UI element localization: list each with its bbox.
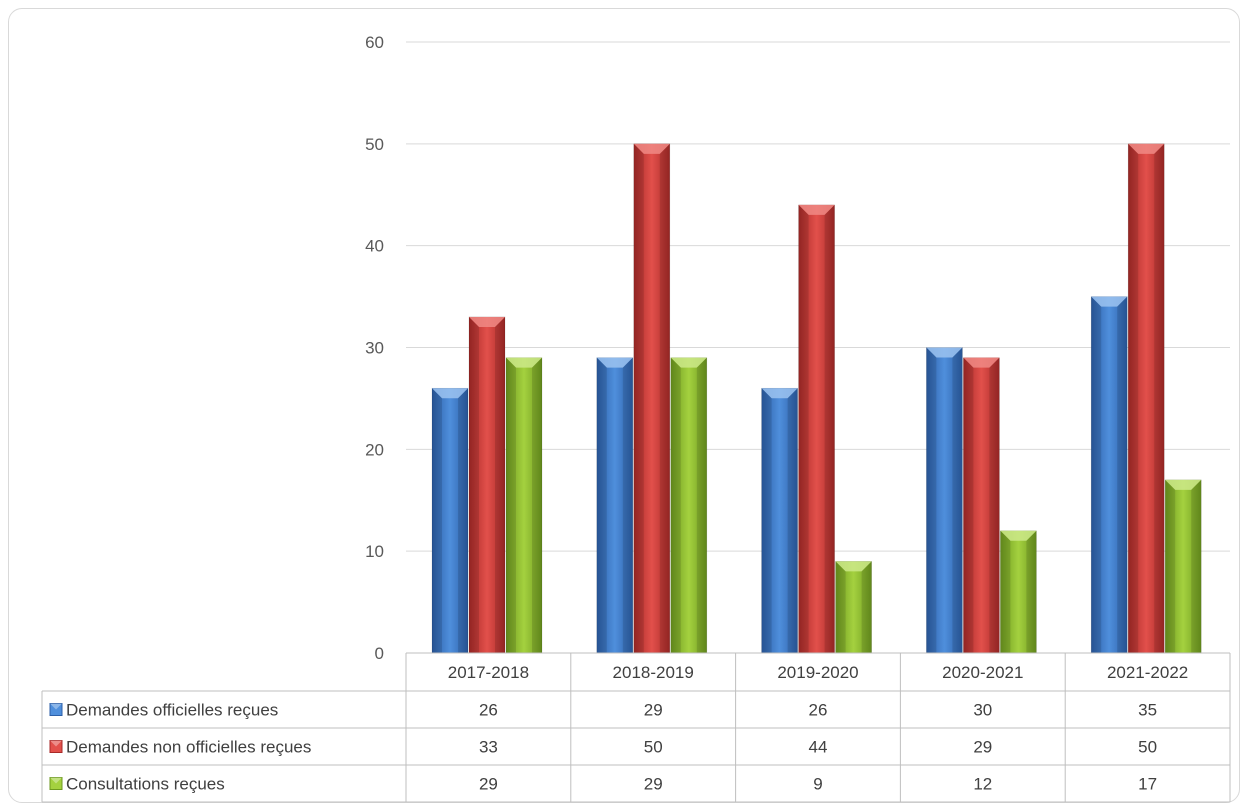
data-table-value: 44 [809, 738, 828, 757]
data-table-value: 35 [1138, 701, 1157, 720]
bar [798, 204, 835, 654]
data-table-value: 12 [973, 775, 992, 794]
data-table-value: 29 [644, 775, 663, 794]
data-table-value: 29 [479, 775, 498, 794]
bar [596, 357, 634, 654]
data-table-value: 29 [644, 701, 663, 720]
legend-key [49, 703, 63, 716]
data-table-value: 50 [644, 738, 663, 757]
data-table-value: 29 [973, 738, 992, 757]
category-label: 2021-2022 [1107, 663, 1188, 682]
data-table: 2017-2018 2018-2019 2019-2020 2020-2021 2021… [41, 652, 1231, 803]
category-label: 2019-2020 [777, 663, 858, 682]
series-name: Demandes officielles reçues [66, 701, 278, 720]
data-table-value: 30 [973, 701, 992, 720]
data-table-value: 26 [479, 701, 498, 720]
bar [431, 387, 469, 654]
legend-key [49, 740, 63, 753]
bar [1090, 296, 1128, 654]
bar [963, 357, 1000, 654]
bar [926, 347, 963, 654]
bar [633, 143, 671, 654]
bar [505, 357, 543, 654]
legend-key [49, 777, 63, 790]
bar [761, 387, 798, 654]
bars [431, 143, 1202, 654]
series-name: Consultations reçues [66, 775, 225, 794]
data-table-value: 50 [1138, 738, 1157, 757]
data-table-value: 33 [479, 738, 498, 757]
y-tick-label: 20 [365, 440, 384, 459]
data-table-value: 26 [809, 701, 828, 720]
category-label: 2020-2021 [942, 663, 1023, 682]
bar [1164, 479, 1202, 654]
y-tick-label: 10 [365, 542, 384, 561]
y-tick-label: 50 [365, 135, 384, 154]
bar [835, 561, 872, 654]
y-tick-label: 30 [365, 339, 384, 358]
data-table-value: 9 [813, 775, 822, 794]
bar [468, 316, 506, 654]
bar [1000, 530, 1037, 654]
category-label: 2017-2018 [448, 663, 529, 682]
category-label: 2018-2019 [613, 663, 694, 682]
y-tick-label: 60 [365, 33, 384, 52]
bar [1127, 143, 1165, 654]
data-table-value: 17 [1138, 775, 1157, 794]
bar [670, 357, 708, 654]
y-axis-ticks: 0 10 20 30 40 50 60 [365, 33, 384, 663]
y-tick-label: 0 [375, 644, 384, 663]
series-name: Demandes non officielles reçues [66, 738, 311, 757]
y-tick-label: 40 [365, 237, 384, 256]
